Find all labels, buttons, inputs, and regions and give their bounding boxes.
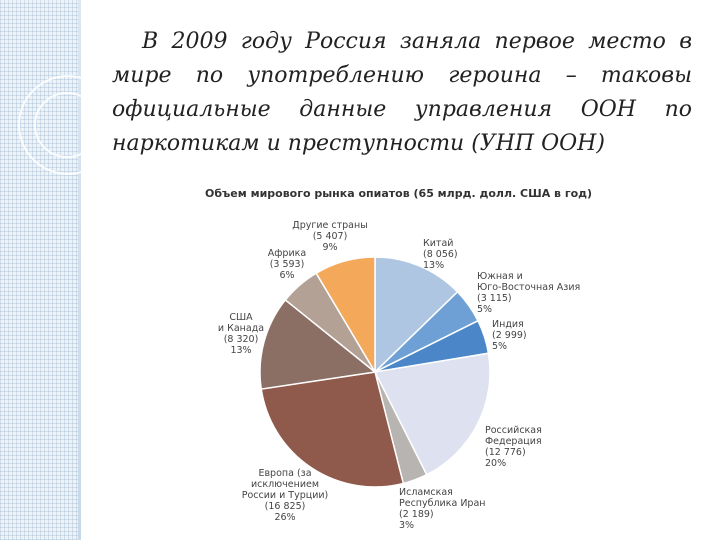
slice-label: США и Канада (8 320) 13% — [218, 312, 264, 356]
slice-label: Китай (8 056) 13% — [423, 238, 458, 271]
pie-slice — [373, 352, 491, 476]
opiate-market-pie-chart: Объем мирового рынка опиатов (65 млрд. д… — [205, 187, 592, 531]
slice-label: Индия (2 999) 5% — [492, 319, 527, 352]
pie-labels: Китай (8 056) 13% Южная и Юго-Восточная Азия… — [218, 220, 580, 531]
slice-label: Другие страны (5 407) 9% — [292, 220, 367, 253]
decorative-circle — [18, 75, 118, 175]
pie-slice — [259, 298, 377, 390]
pie-slice — [315, 256, 376, 375]
chart-title: Объем мирового рынка опиатов (65 млрд. д… — [205, 187, 592, 200]
pie-slices — [259, 256, 491, 488]
pie-slice — [260, 371, 405, 488]
slice-label: Российская Федерация (12 776) 20% — [485, 425, 542, 469]
decorative-circle-inner — [34, 92, 100, 158]
decorative-strip-edge — [78, 0, 81, 540]
slice-label: Африка (3 593) 6% — [268, 248, 306, 281]
slice-label: Южная и Юго-Восточная Азия (3 115) 5% — [477, 271, 580, 315]
slice-label: Исламская Республика Иран (2 189) 3% — [399, 487, 485, 531]
slide-headline: В 2009 году Россия заняла первое место в… — [112, 29, 692, 156]
pie-slice — [374, 256, 459, 374]
slice-label: Европа (за исключением России и Турции) (16… — [242, 468, 329, 523]
